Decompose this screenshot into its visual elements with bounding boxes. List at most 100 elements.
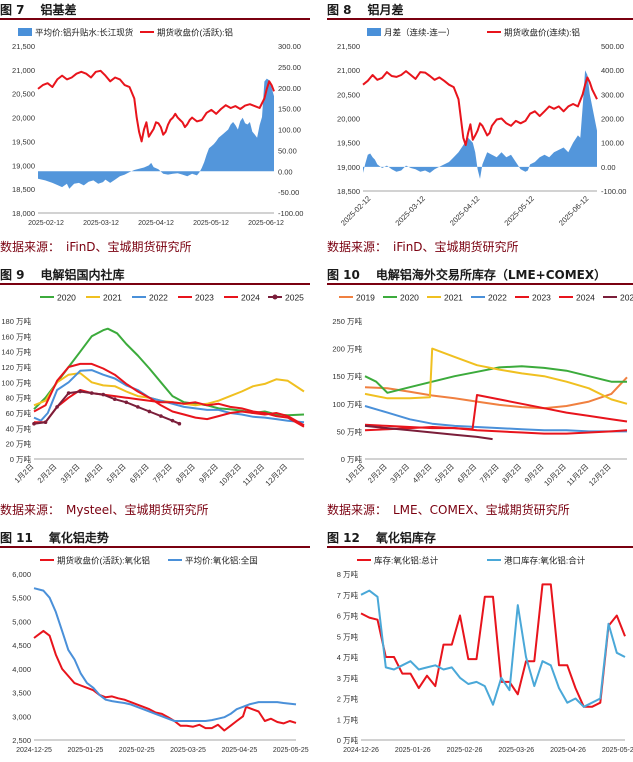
legend-item: 2022: [132, 293, 168, 303]
chart-legend: 2020 2021 2022 2023 2024 2025: [40, 293, 304, 303]
x-tick-label: 2025-05-25: [273, 747, 309, 754]
chart-legend: 期货收盘价(活跃):氧化铝 平均价:氧化铝:全国: [40, 556, 258, 566]
x-tick-label: 2025-04-12: [138, 220, 174, 227]
x-axis: 1月2日 2月2日 3月2日 4月2日 5月2日 6月2日 7月2日 8月2日 9月2日10月2…: [344, 462, 613, 488]
y-axis: 18,000 18,500 19,000 19,500 20,000 20,500 21,0…: [12, 42, 35, 218]
legend-label: 2022: [149, 293, 168, 303]
figure-title: 电解铝海外交易所库存（LME+COMEX）: [375, 268, 607, 282]
legend-label: 2020: [400, 293, 419, 303]
legend-label: 期货收盘价(连续):铝: [504, 28, 580, 38]
series-marker: [136, 405, 140, 409]
panel-title: 图 10 电解铝海外交易所库存（LME+COMEX）: [327, 265, 633, 285]
x-tick-label: 7月2日: [478, 462, 501, 485]
y-tick-label: 2 万吨: [337, 694, 359, 704]
series-marker: [159, 414, 163, 418]
y-tick-label: 250 万吨: [332, 316, 362, 326]
series-marker: [112, 397, 117, 401]
data-source: 数据来源： LME、COMEX、宝城期货研究所: [327, 503, 570, 517]
x-tick-label: 2025-04-25: [222, 747, 258, 754]
legend-label: 港口库存:氧化铝:合计: [504, 556, 586, 566]
y2-tick-label: 0.00: [601, 163, 616, 172]
y2-tick-label: 200.00: [278, 84, 301, 93]
legend-item: 2025: [268, 293, 304, 303]
x-tick-label: 2025-04-26: [550, 747, 586, 754]
legend-item: 港口库存:氧化铝:合计: [487, 556, 586, 566]
chart-legend: 月差（连续-连一） 期货收盘价(连续):铝: [367, 28, 580, 38]
y-tick-label: 21,000: [337, 66, 360, 75]
x-tick-label: 2025-02-25: [119, 747, 155, 754]
x-tick-label: 8月2日: [500, 462, 523, 485]
figure-number: 图 8: [327, 3, 352, 17]
y-tick-label: 5,000: [12, 617, 31, 626]
legend-item: 月差（连续-连一）: [367, 28, 455, 38]
legend-label: 2024: [576, 293, 595, 303]
y-tick-label: 20,000: [337, 115, 360, 124]
legend-label: 2019: [356, 293, 375, 303]
legend-label: 2025: [285, 293, 304, 303]
x-tick-label: 1月2日: [13, 462, 36, 485]
y-tick-label: 3,000: [12, 712, 31, 721]
y-tick-label: 4 万吨: [337, 652, 359, 662]
legend-item: 期货收盘价(活跃):氧化铝: [40, 556, 150, 566]
y2-tick-label: 400.00: [601, 66, 624, 75]
x-axis: 2024-12-25 2025-01-25 2025-02-25 2025-03-25…: [16, 747, 309, 754]
y-tick-label: 6 万吨: [337, 611, 359, 621]
legend-marker: [272, 294, 278, 300]
series-line: [33, 629, 297, 732]
x-tick-label: 12月2日: [587, 462, 613, 488]
legend-item: 2023: [178, 293, 214, 303]
series-area: [38, 78, 274, 189]
data-source: 数据来源： Mysteel、宝城期货研究所: [0, 503, 209, 517]
y-tick-label: 2,500: [12, 736, 31, 745]
legend-label: 月差（连续-连一）: [384, 28, 455, 38]
series-marker: [43, 420, 48, 424]
panel-alumina-price: 图 11 氧化铝走势 期货收盘价(活跃):氧化铝 平均价:氧化铝:全国 2,500 3,…: [0, 528, 310, 762]
y2-axis: -100.00 0.00 100.00 200.00 300.00 400.00 500.0…: [601, 42, 626, 196]
y2-tick-label: 0.00: [278, 167, 293, 176]
y2-tick-label: 100.00: [278, 126, 301, 135]
y-axis: 2,500 3,000 3,500 4,000 4,500 5,000 5,500 6,000: [12, 570, 31, 745]
y2-tick-label: 500.00: [601, 42, 624, 51]
legend-label: 2025: [620, 293, 633, 303]
x-tick-label: 2025-01-25: [67, 747, 103, 754]
legend-label: 2022: [488, 293, 507, 303]
y-tick-label: 19,000: [12, 161, 35, 170]
legend-item: 2025: [603, 293, 633, 303]
legend-item: 2020: [383, 293, 419, 303]
series-marker: [101, 392, 106, 397]
y-tick-label: 40 万吨: [6, 423, 32, 433]
x-tick-label: 2025-03-12: [393, 194, 426, 227]
y-tick-label: 21,500: [337, 42, 360, 51]
y2-axis: -100.00 -50.00 0.00 50.00 100.00 150.00 200.00…: [278, 42, 303, 218]
series-line: [364, 426, 628, 435]
legend-item: 平均价:铝升贴水:长江现货: [18, 28, 134, 38]
x-tick-label: 6月2日: [456, 462, 479, 485]
figure-number: 图 10: [327, 268, 360, 282]
x-tick-label: 2025-05-26: [602, 747, 633, 754]
y2-tick-label: 300.00: [601, 90, 624, 99]
y-tick-label: 4,500: [12, 641, 31, 650]
figure-title: 电解铝国内社库: [40, 268, 125, 282]
legend-item: 2024: [224, 293, 260, 303]
data-source: 数据来源： iFinD、宝城期货研究所: [327, 240, 519, 254]
chart-overseas-inventory: 2019 2020 2021 2022 2023 2024 2025 0 万吨 50 万吨 100…: [332, 293, 633, 488]
legend-label: 库存:氧化铝:总计: [374, 556, 439, 566]
panel-alumina-inventory: 图 12 氧化铝库存 库存:氧化铝:总计 港口库存:氧化铝:合计 0 万吨 1 万吨 2 …: [327, 528, 633, 762]
series-marker: [66, 391, 71, 395]
legend-label: 2021: [444, 293, 463, 303]
legend-label: 2023: [532, 293, 551, 303]
y-axis: 18,500 19,000 19,500 20,000 20,500 21,000 21,5…: [337, 42, 360, 196]
y-tick-label: 1 万吨: [337, 714, 359, 724]
x-tick-label: 8月2日: [174, 462, 197, 485]
legend-item: 库存:氧化铝:总计: [357, 556, 439, 566]
legend-label: 2020: [57, 293, 76, 303]
y-tick-label: 140 万吨: [1, 347, 31, 357]
legend-item: 2021: [427, 293, 463, 303]
chart-month-spread: 月差（连续-连一） 期货收盘价(连续):铝 18,500 19,000 19,500 20…: [337, 28, 626, 228]
x-tick-label: 2025-03-25: [170, 747, 206, 754]
y-tick-label: 19,500: [337, 139, 360, 148]
y-tick-label: 18,500: [337, 187, 360, 196]
data-source: 数据来源： iFinD、宝城期货研究所: [0, 240, 192, 254]
y-tick-label: 19,500: [12, 137, 35, 146]
x-tick-label: 2024-12-26: [343, 747, 379, 754]
